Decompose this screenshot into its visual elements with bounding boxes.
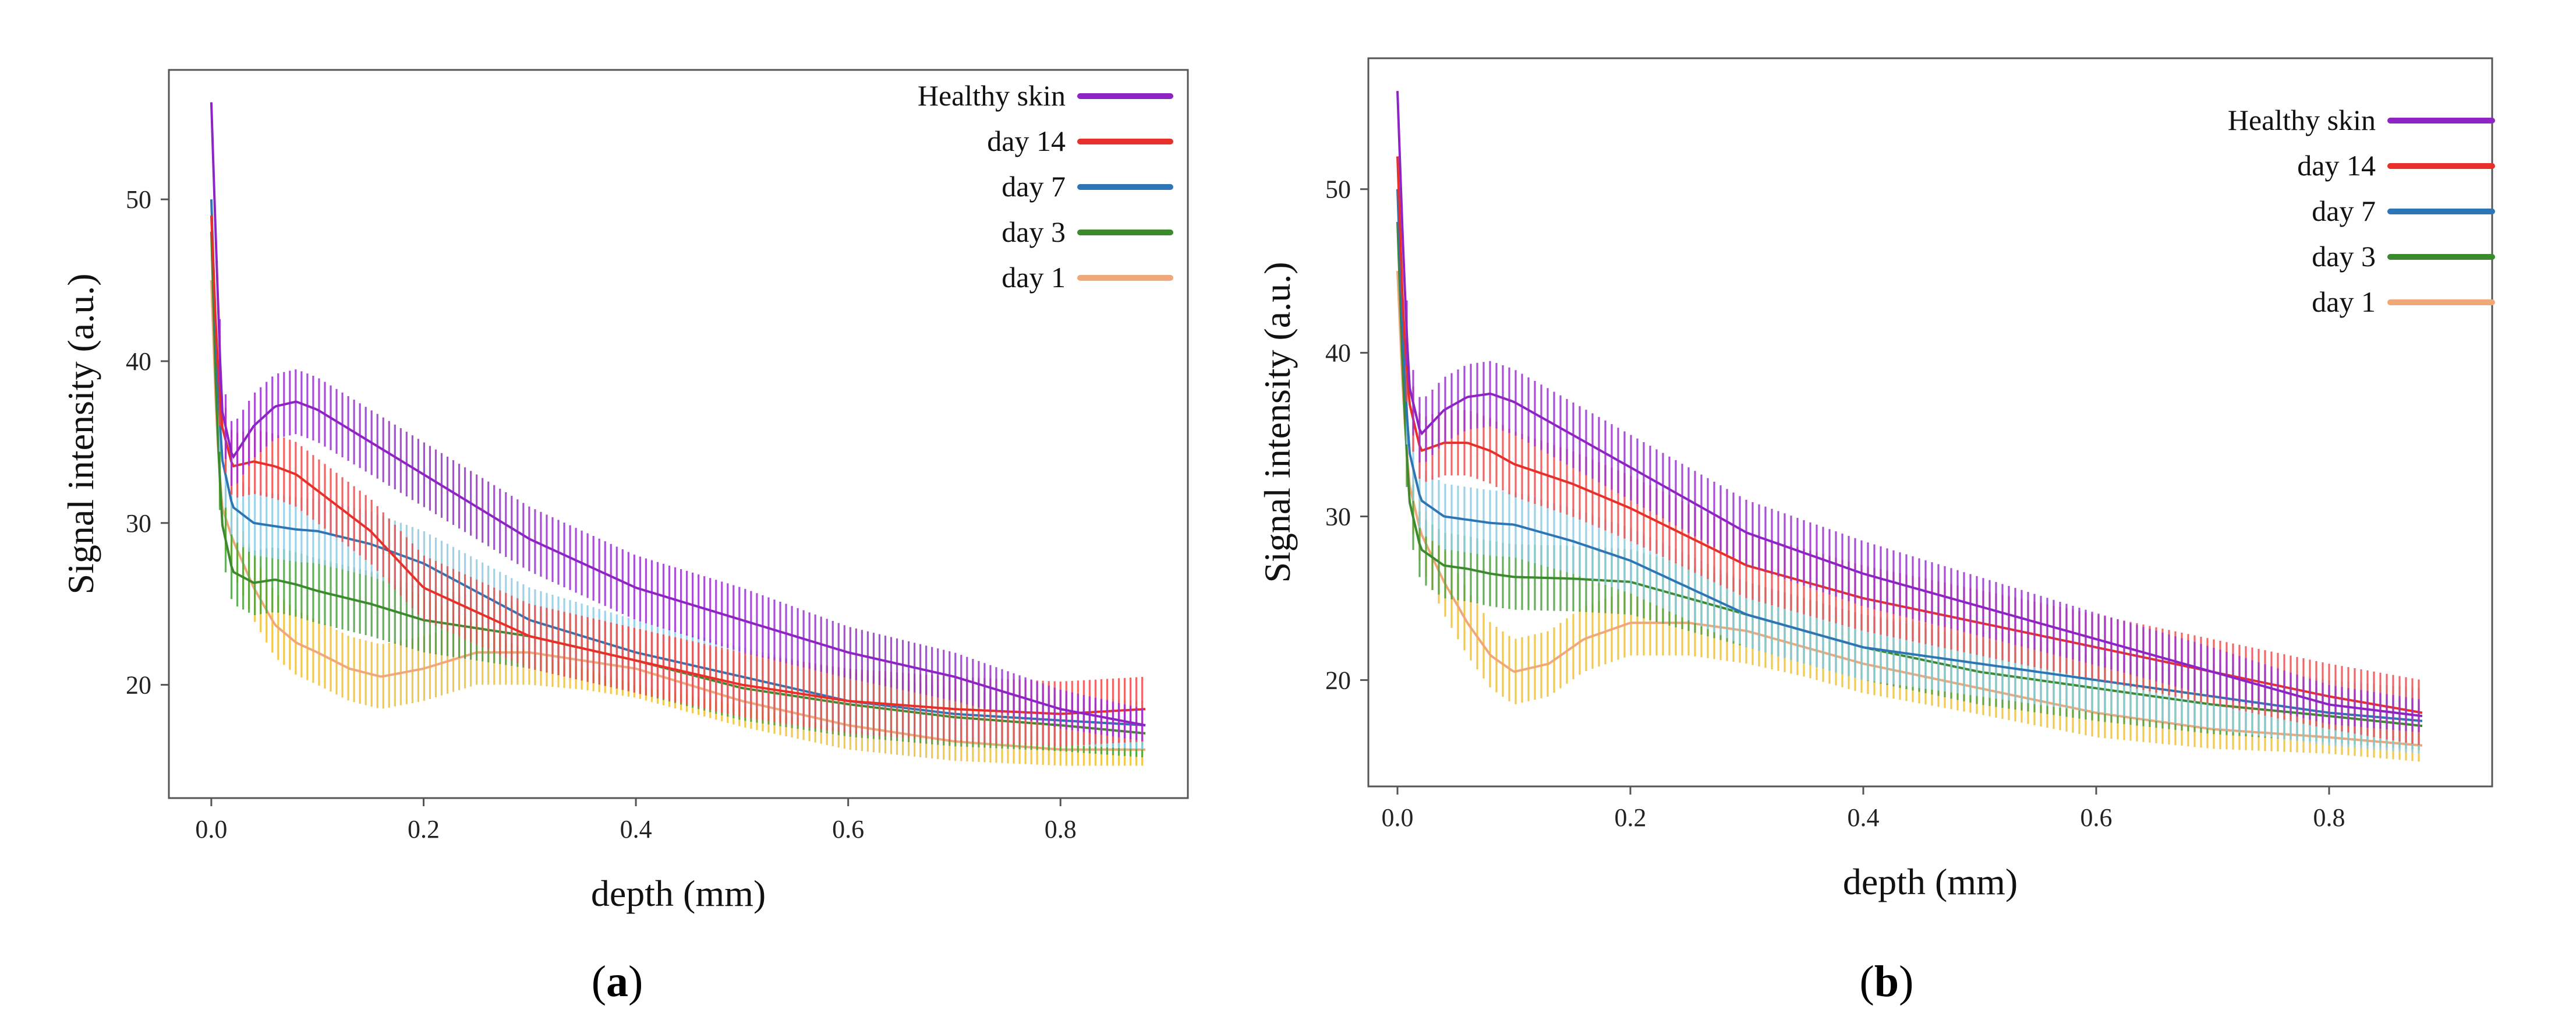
legend: Healthy skin day 14 day 7 day 3 day 1 [2228,104,2495,318]
plot-frame [168,69,1189,799]
x-tick-label: 0.2 [1615,803,1647,832]
legend-label: day 14 [2297,149,2376,182]
y-tick-label: 20 [126,671,151,700]
series-line [1396,156,2423,714]
series-line [1396,221,2423,728]
plot-frame [1367,57,2493,788]
legend: Healthy skin day 14 day 7 day 3 day 1 [918,79,1173,294]
legend-label: Healthy skin [918,79,1066,112]
y-tick-label: 40 [126,347,151,376]
series-day-7 [1396,189,2423,754]
x-axis-label: depth (mm) [1843,861,2018,902]
legend-label: day 7 [1002,170,1066,203]
chart-panel-a: 0.0 0.2 0.4 0.6 0.8 20 30 40 50 depth (mm) Signal … [60,69,1189,914]
y-tick-label: 50 [1325,175,1351,204]
series-line [1396,271,2423,747]
x-tick-label: 0.8 [2313,803,2345,832]
y-axis-label: Signal intensity (a.u.) [60,273,101,594]
plot-area [210,102,1146,766]
y-tick-label: 20 [1325,666,1351,694]
series-line [1396,91,2423,718]
series-line [1396,189,2423,722]
plot-area [1396,91,2423,762]
x-tick-label: 0.6 [832,815,864,844]
chart-panel-b: 0.0 0.2 0.4 0.6 0.8 20 30 40 50 depth (mm) Signal … [1257,57,2495,902]
x-tick-label: 0.6 [2080,803,2113,832]
x-tick-label: 0.0 [195,815,227,844]
x-axis-label: depth (mm) [591,873,766,914]
series-day-3 [210,231,1146,758]
x-tick-label: 0.8 [1045,815,1077,844]
legend-label: Healthy skin [2228,104,2376,136]
y-tick-label: 40 [1325,339,1351,368]
legend-label: day 1 [1002,261,1066,294]
panel-label-a: (a) [592,957,643,1006]
series-healthy-skin [210,102,1146,741]
y-axis-label: Signal intensity (a.u.) [1257,262,1298,583]
legend-label: day 14 [987,125,1066,157]
panel-label-b: (b) [1860,957,1914,1006]
y-tick-label: 30 [126,509,151,538]
series-healthy-skin [1396,91,2423,732]
series-day-3 [1396,221,2423,750]
legend-label: day 3 [1002,216,1066,248]
legend-label: day 7 [2312,195,2376,227]
series-line [210,280,1146,751]
legend-label: day 3 [2312,240,2376,273]
x-tick-label: 0.4 [620,815,652,844]
series-line [210,215,1146,715]
y-tick-label: 30 [1325,503,1351,531]
y-tick-label: 50 [126,185,151,214]
series-line [210,231,1146,735]
x-tick-label: 0.4 [1848,803,1880,832]
series-line [210,102,1146,726]
error-bars [218,361,1144,747]
x-tick-label: 0.0 [1382,803,1414,832]
legend-label: day 1 [2312,285,2376,318]
x-tick-label: 0.2 [408,815,440,844]
series-day-14 [210,215,1146,747]
